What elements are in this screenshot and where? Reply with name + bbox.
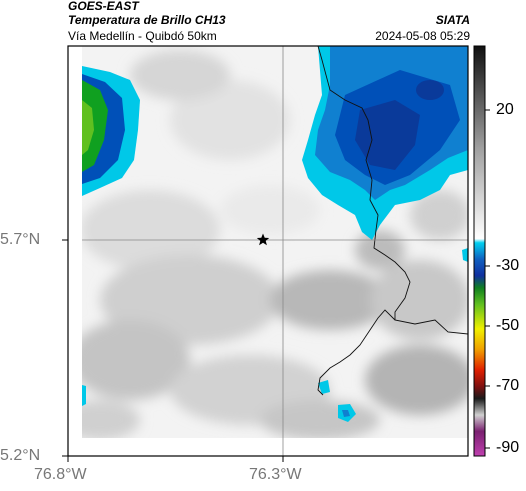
cyan-spot <box>462 248 468 262</box>
star-icon <box>256 233 270 246</box>
map-frame <box>67 45 469 457</box>
colorbar-label: -70 <box>496 377 520 394</box>
lat-tick-label: 5.2°N <box>0 447 41 464</box>
colorbar-label: 20 <box>496 101 514 118</box>
region-subtitle: Vía Medellín - Quibdó 50km <box>68 29 217 43</box>
colorbar-gradient <box>474 46 485 456</box>
lat-tick-label: 5.7°N <box>0 231 41 248</box>
organization-label: SIATA <box>435 13 470 27</box>
colorbar-frame <box>473 45 486 457</box>
cyan-spot <box>82 385 86 406</box>
cold-cloud-northeast <box>302 46 468 240</box>
blue-spot <box>342 410 350 417</box>
datetime-label: 2024-05-08 05:29 <box>375 29 470 43</box>
colorbar-label: -90 <box>496 439 520 456</box>
coastline-border <box>317 309 396 396</box>
cold-cloud-northwest <box>82 66 140 196</box>
brightness-temperature-map <box>82 46 468 438</box>
satellite-title: GOES-EAST <box>68 0 139 13</box>
cloud-texture <box>82 50 468 438</box>
colorbar-label: -50 <box>496 317 520 334</box>
lon-tick-label: 76.3°W <box>249 466 302 483</box>
cyan-spot <box>318 380 330 394</box>
colorbar <box>473 45 490 457</box>
product-title: Temperatura de Brillo CH13 <box>68 13 226 27</box>
colorbar-label: -30 <box>496 257 520 274</box>
lon-tick-label: 76.8°W <box>34 466 87 483</box>
